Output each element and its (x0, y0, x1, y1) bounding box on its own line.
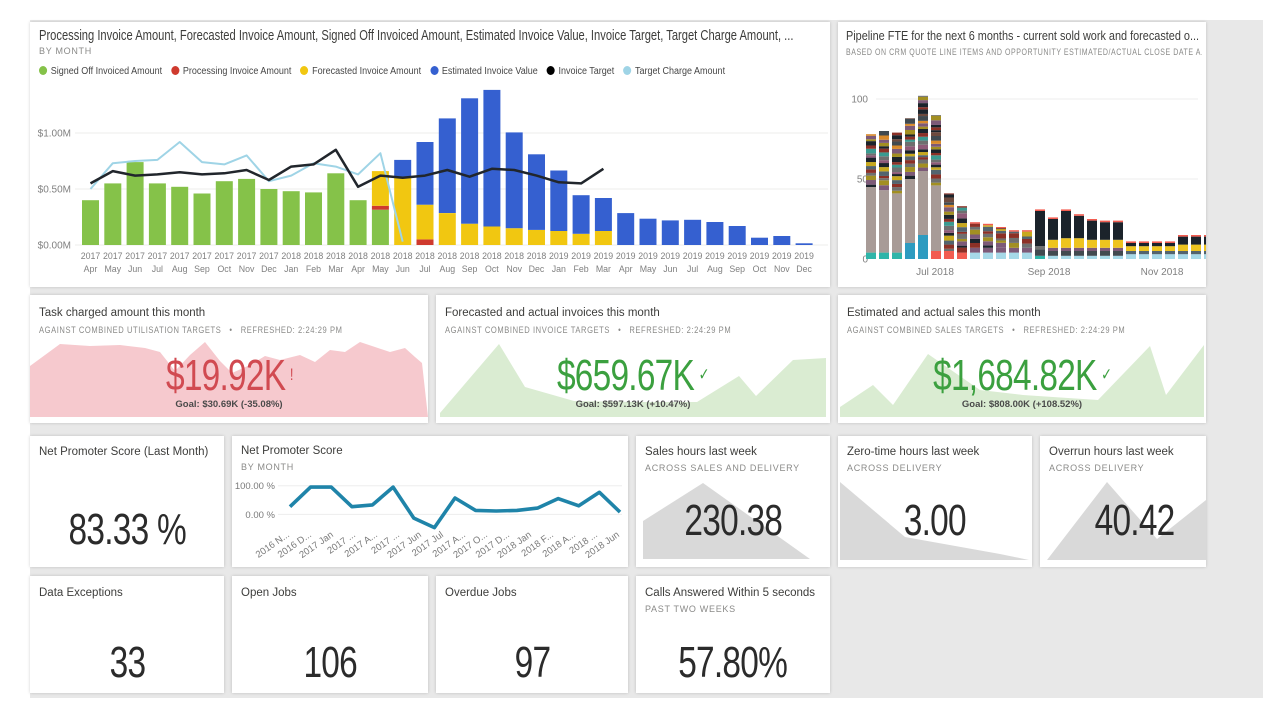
svg-text:May: May (104, 264, 121, 274)
svg-text:Aug: Aug (172, 264, 188, 274)
svg-text:2019: 2019 (750, 251, 770, 261)
svg-text:$0.50M: $0.50M (38, 185, 71, 196)
svg-text:2017: 2017 (81, 251, 101, 261)
svg-text:Apr: Apr (84, 264, 98, 274)
svg-text:$1.00M: $1.00M (38, 129, 71, 140)
svg-text:Nov: Nov (506, 264, 522, 274)
svg-text:2017: 2017 (103, 251, 123, 261)
svg-text:Jul: Jul (152, 264, 163, 274)
svg-text:2018: 2018 (438, 251, 458, 261)
svg-text:Jan: Jan (284, 264, 298, 274)
svg-text:Jun: Jun (663, 264, 677, 274)
svg-text:2019: 2019 (683, 251, 703, 261)
svg-text:Mar: Mar (596, 264, 611, 274)
svg-text:2019: 2019 (594, 251, 614, 261)
svg-text:Jul 2018: Jul 2018 (916, 267, 954, 278)
svg-text:Sep: Sep (194, 264, 210, 274)
svg-text:2019: 2019 (616, 251, 636, 261)
svg-text:Apr: Apr (619, 264, 633, 274)
svg-text:May: May (640, 264, 657, 274)
svg-text:Nov 2018: Nov 2018 (1141, 267, 1184, 278)
svg-text:Oct: Oct (217, 264, 231, 274)
svg-text:Jan: Jan (552, 264, 566, 274)
svg-text:Dec: Dec (796, 264, 812, 274)
svg-text:2017: 2017 (237, 251, 257, 261)
svg-text:Aug: Aug (707, 264, 723, 274)
svg-text:2019: 2019 (727, 251, 747, 261)
svg-text:2017: 2017 (125, 251, 145, 261)
svg-text:2018: 2018 (393, 251, 413, 261)
svg-text:2018: 2018 (371, 251, 391, 261)
svg-text:2019: 2019 (571, 251, 591, 261)
svg-text:2019: 2019 (638, 251, 658, 261)
svg-text:2018: 2018 (304, 251, 324, 261)
svg-text:2019: 2019 (705, 251, 725, 261)
svg-text:$0.00M: $0.00M (38, 241, 71, 252)
svg-text:2019: 2019 (794, 251, 814, 261)
svg-text:Feb: Feb (574, 264, 589, 274)
svg-text:Jul: Jul (419, 264, 430, 274)
svg-text:2017: 2017 (215, 251, 235, 261)
svg-text:2018: 2018 (504, 251, 524, 261)
svg-text:100.00 %: 100.00 % (235, 481, 276, 492)
svg-text:Jun: Jun (128, 264, 142, 274)
svg-text:Mar: Mar (328, 264, 343, 274)
svg-text:Dec: Dec (529, 264, 545, 274)
svg-text:Oct: Oct (485, 264, 499, 274)
svg-text:2018: 2018 (460, 251, 480, 261)
svg-text:2017: 2017 (148, 251, 168, 261)
svg-text:May: May (372, 264, 389, 274)
svg-text:2019: 2019 (549, 251, 569, 261)
svg-text:2019: 2019 (661, 251, 681, 261)
svg-text:2018: 2018 (482, 251, 502, 261)
svg-text:2017: 2017 (259, 251, 279, 261)
svg-text:Apr: Apr (351, 264, 365, 274)
svg-text:2019: 2019 (772, 251, 792, 261)
svg-text:Sep: Sep (729, 264, 745, 274)
svg-text:Nov: Nov (239, 264, 255, 274)
svg-text:Sep 2018: Sep 2018 (1028, 267, 1071, 278)
svg-text:Aug: Aug (439, 264, 455, 274)
svg-text:50: 50 (857, 175, 869, 186)
svg-text:2018: 2018 (281, 251, 301, 261)
svg-text:Feb: Feb (306, 264, 321, 274)
svg-text:2018: 2018 (527, 251, 547, 261)
svg-text:0.00 %: 0.00 % (245, 510, 275, 521)
svg-text:2017: 2017 (192, 251, 212, 261)
svg-text:Nov: Nov (774, 264, 790, 274)
svg-text:0: 0 (862, 255, 868, 266)
svg-text:2017: 2017 (170, 251, 190, 261)
svg-text:2018: 2018 (348, 251, 368, 261)
svg-text:Jun: Jun (396, 264, 410, 274)
svg-text:100: 100 (851, 95, 868, 106)
svg-text:Oct: Oct (753, 264, 767, 274)
svg-text:2018: 2018 (326, 251, 346, 261)
svg-text:Dec: Dec (261, 264, 277, 274)
svg-text:2018: 2018 (415, 251, 435, 261)
svg-text:Jul: Jul (687, 264, 698, 274)
svg-text:Sep: Sep (462, 264, 478, 274)
